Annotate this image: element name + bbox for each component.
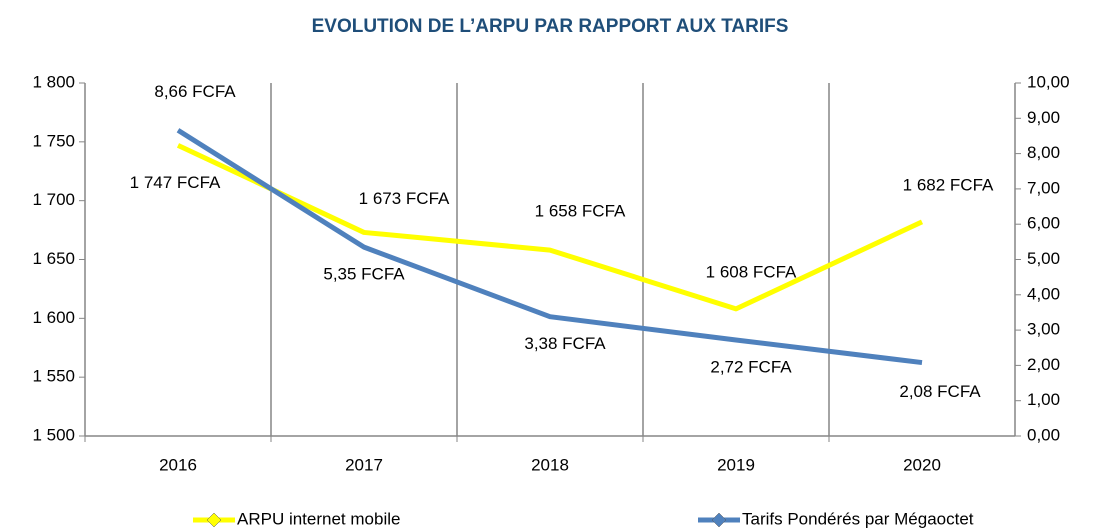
y-tick-label: 1 750 [32, 131, 75, 150]
legend-label: ARPU internet mobile [237, 509, 400, 528]
data-label: 2,08 FCFA [899, 382, 981, 401]
legend-marker [206, 512, 222, 528]
y2-tick-label: 10,00 [1027, 72, 1070, 91]
x-tick-label: 2017 [345, 455, 383, 474]
data-label: 1 682 FCFA [903, 175, 994, 194]
y2-tick-label: 9,00 [1027, 108, 1060, 127]
data-label: 2,72 FCFA [710, 357, 792, 376]
legend-marker [711, 512, 727, 528]
data-label: 5,35 FCFA [323, 265, 405, 284]
y-tick-label: 1 800 [32, 72, 75, 91]
y2-tick-label: 0,00 [1027, 425, 1060, 444]
data-label: 8,66 FCFA [154, 82, 236, 101]
y2-tick-label: 1,00 [1027, 390, 1060, 409]
y2-tick-label: 3,00 [1027, 320, 1060, 339]
y-tick-label: 1 550 [32, 367, 75, 386]
data-label: 1 747 FCFA [130, 173, 221, 192]
y2-tick-label: 7,00 [1027, 178, 1060, 197]
y2-tick-label: 5,00 [1027, 249, 1060, 268]
y2-tick-label: 4,00 [1027, 284, 1060, 303]
y-tick-label: 1 700 [32, 190, 75, 209]
series-line [176, 128, 923, 366]
data-label: 1 673 FCFA [359, 189, 450, 208]
y2-tick-label: 8,00 [1027, 143, 1060, 162]
y2-tick-label: 2,00 [1027, 355, 1060, 374]
data-label: 3,38 FCFA [524, 334, 606, 353]
legend-label: Tarifs Pondérés par Mégaoctet [742, 509, 974, 528]
series-line [176, 143, 924, 312]
y-tick-label: 1 500 [32, 425, 75, 444]
x-tick-label: 2019 [717, 455, 755, 474]
data-label: 1 658 FCFA [535, 202, 626, 221]
y-tick-label: 1 650 [32, 249, 75, 268]
chart-title: EVOLUTION DE L’ARPU PAR RAPPORT AUX TARI… [312, 16, 789, 37]
x-tick-label: 2020 [903, 455, 941, 474]
x-tick-label: 2016 [159, 455, 197, 474]
y2-tick-label: 6,00 [1027, 214, 1060, 233]
x-tick-label: 2018 [531, 455, 569, 474]
y-tick-label: 1 600 [32, 308, 75, 327]
data-label: 1 608 FCFA [706, 262, 797, 281]
